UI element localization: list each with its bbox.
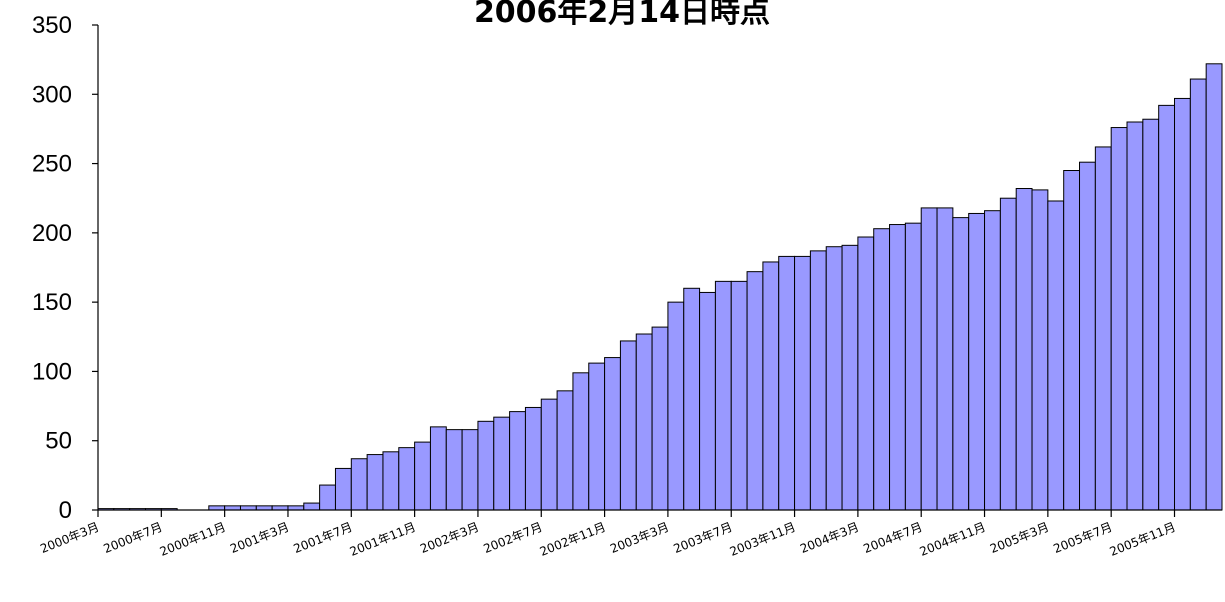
bar [1158, 104, 1176, 511]
y-axis: 0 50 100 150 200 250 300 350 [32, 12, 99, 524]
bar [762, 261, 780, 511]
bar [303, 502, 321, 511]
bar [873, 228, 891, 511]
bar [809, 250, 827, 511]
x-tick-label: 2001年11月 [348, 520, 418, 559]
bar [382, 451, 400, 511]
x-tick-label: 2001年7月 [292, 520, 355, 556]
bar [1174, 97, 1191, 511]
chart-title: 2006年2月14日時点 [474, 0, 770, 30]
bar [445, 429, 463, 511]
bar [239, 505, 257, 511]
x-tick-label: 2005年11月 [1108, 520, 1178, 559]
bar [1015, 188, 1033, 511]
bar [398, 447, 416, 511]
x-tick-label: 2000年7月 [102, 520, 165, 556]
bar [841, 244, 859, 511]
x-tick-label: 2002年11月 [538, 520, 608, 559]
bar [271, 505, 289, 511]
bar [889, 224, 906, 511]
x-tick-label: 2003年7月 [671, 520, 734, 556]
bar [999, 197, 1017, 511]
bar [651, 326, 669, 511]
bar [461, 429, 479, 511]
bar [224, 505, 241, 511]
bar [1063, 170, 1081, 511]
bar [746, 271, 764, 511]
bar [683, 287, 701, 511]
bar [984, 210, 1001, 511]
bar [920, 207, 938, 511]
bar [936, 207, 954, 511]
x-tick-label: 2003年3月 [608, 520, 671, 556]
x-tick-label: 2005年3月 [988, 520, 1051, 556]
bar [1205, 63, 1223, 511]
bar [287, 505, 305, 511]
bar [730, 280, 748, 511]
bar [904, 222, 922, 511]
bar [493, 416, 511, 511]
y-tick-label: 350 [32, 12, 72, 39]
x-tick-label: 2000年11月 [158, 520, 228, 559]
bar [604, 357, 621, 511]
bar [1031, 189, 1049, 511]
x-tick-label: 2004年7月 [861, 520, 924, 556]
y-tick-label: 0 [59, 497, 72, 524]
bar [350, 458, 368, 511]
bar [1189, 78, 1207, 511]
bar [540, 398, 558, 511]
bar [714, 280, 732, 511]
bar [1094, 146, 1112, 511]
bar [255, 505, 273, 511]
bar [208, 505, 226, 511]
x-tick-label: 2004年11月 [918, 520, 988, 559]
bars-group [97, 63, 1223, 511]
bar [524, 406, 542, 511]
x-tick-label: 2002年3月 [418, 520, 481, 556]
x-tick-label: 2005年7月 [1051, 520, 1114, 556]
bar [334, 467, 352, 511]
y-tick-label: 150 [32, 289, 72, 316]
bar [825, 246, 843, 511]
bar [429, 426, 447, 511]
bar [1142, 118, 1160, 511]
bar [556, 390, 574, 511]
bar [588, 362, 606, 511]
bar [572, 372, 590, 511]
x-tick-label: 2004年3月 [798, 520, 861, 556]
bar [619, 340, 637, 511]
bar [414, 441, 431, 511]
bar [477, 420, 495, 511]
x-tick-label: 2003年11月 [728, 520, 798, 559]
bar [968, 212, 986, 511]
y-tick-label: 300 [32, 81, 72, 108]
bar [857, 236, 875, 511]
x-tick-label: 2001年3月 [228, 520, 291, 556]
bar [1047, 200, 1065, 511]
bar [794, 255, 811, 511]
x-tick-label: 2000年3月 [38, 520, 101, 556]
y-tick-label: 250 [32, 151, 72, 178]
bar [699, 291, 716, 511]
bar [1079, 161, 1096, 511]
bar [509, 411, 526, 511]
x-tick-label: 2002年7月 [481, 520, 544, 556]
y-tick-label: 100 [32, 358, 72, 385]
bar [1126, 121, 1144, 511]
bar [366, 454, 384, 511]
y-tick-label: 200 [32, 220, 72, 247]
bar [667, 301, 685, 511]
bar [952, 217, 970, 511]
y-tick-label: 50 [45, 428, 72, 455]
bar [778, 255, 796, 511]
bar [635, 333, 653, 511]
bar [319, 484, 336, 511]
bar [1110, 127, 1128, 511]
